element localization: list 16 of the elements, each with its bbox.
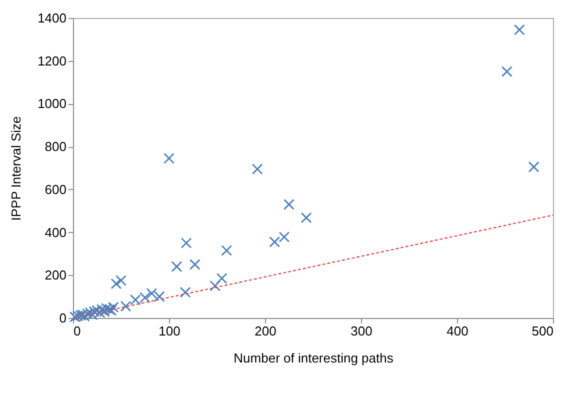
y-tick-label: 1200 bbox=[38, 53, 66, 68]
y-tick-label: 200 bbox=[44, 268, 66, 283]
y-tick-label: 1000 bbox=[38, 96, 66, 112]
y-tick-label: 1400 bbox=[38, 10, 66, 26]
y-tick-label: 0 bbox=[59, 310, 66, 326]
y-tick-label: 800 bbox=[44, 139, 66, 154]
y-axis-title: IPPP Interval Size bbox=[8, 116, 24, 221]
y-tick-label: 400 bbox=[44, 224, 66, 240]
x-tick-label: 0 bbox=[74, 324, 81, 338]
y-tick-label: 600 bbox=[44, 182, 66, 197]
x-tick-label: 200 bbox=[254, 324, 276, 338]
x-tick-label: 100 bbox=[158, 324, 180, 338]
x-tick-label: 500 bbox=[532, 324, 554, 338]
x-axis-title: Number of interesting paths bbox=[234, 350, 394, 366]
x-tick-label: 400 bbox=[446, 324, 468, 338]
x-tick-label: 300 bbox=[350, 324, 372, 338]
